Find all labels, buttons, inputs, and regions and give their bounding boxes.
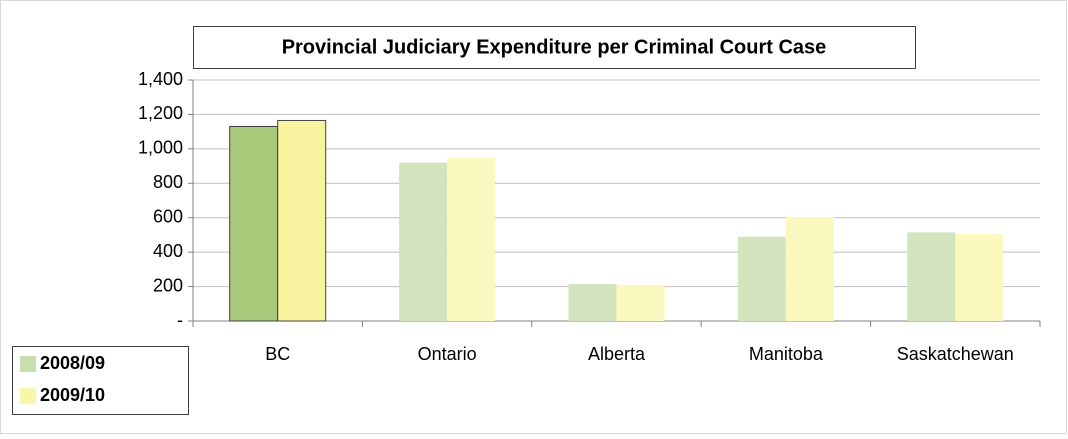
bar [447, 157, 496, 321]
x-tick-label: Alberta [588, 344, 646, 364]
legend-label: 2009/10 [40, 385, 105, 405]
y-tick-label: 1,400 [138, 69, 183, 89]
bar [907, 232, 956, 321]
chart-title: Provincial Judiciary Expenditure per Cri… [282, 36, 827, 58]
bar [616, 284, 665, 321]
bar [955, 234, 1004, 321]
legend-swatch [20, 388, 36, 404]
x-tick-label: Manitoba [749, 344, 824, 364]
bar [568, 283, 617, 321]
x-tick-label: BC [265, 344, 290, 364]
bar [229, 125, 279, 322]
y-tick-label: 1,000 [138, 138, 183, 158]
bar [399, 162, 448, 321]
x-tick-label: Ontario [418, 344, 477, 364]
legend: 2008/09 2009/10 [20, 353, 105, 405]
legend-label: 2008/09 [40, 353, 105, 373]
plot-area: - 200 400 600 800 1,000 1,200 1,400 BC Ontario Alb… [138, 69, 1041, 364]
y-tick-label: 200 [153, 275, 183, 295]
legend-box [12, 346, 189, 415]
bar [785, 216, 834, 321]
y-tick-label: 600 [153, 206, 183, 226]
legend-swatch [20, 356, 36, 372]
y-tick-label: - [177, 310, 183, 330]
y-tick-label: 1,200 [138, 103, 183, 123]
bar [737, 236, 786, 321]
y-tick-label: 800 [153, 172, 183, 192]
y-tick-label: 400 [153, 241, 183, 261]
bar [277, 119, 327, 322]
x-tick-label: Saskatchewan [897, 344, 1014, 364]
title-box [193, 26, 916, 69]
